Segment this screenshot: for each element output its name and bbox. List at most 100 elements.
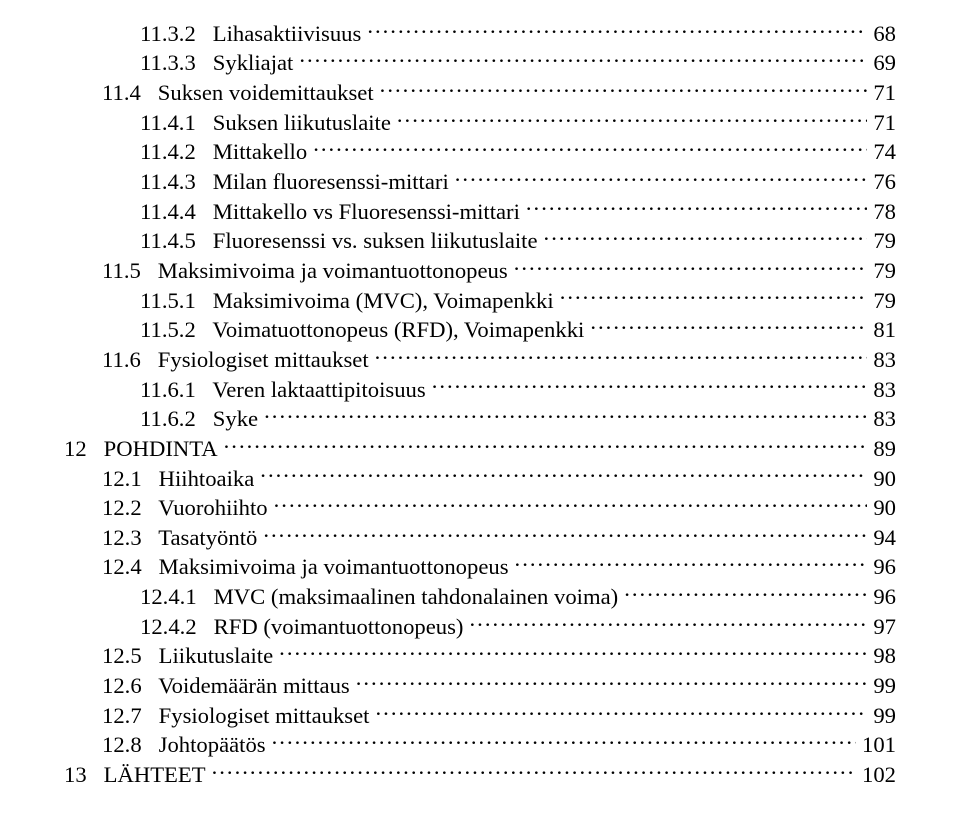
toc-entry-label: 11.4 Suksen voidemittaukset — [102, 79, 380, 107]
toc-leader-dots — [590, 315, 867, 338]
toc-entry-label: 11.4.2 Mittakello — [140, 138, 313, 166]
toc-leader-dots — [367, 18, 867, 41]
toc-entry: 11.5.1 Maksimivoima (MVC), Voimapenkki 79 — [64, 285, 896, 315]
toc-entry: 12.1 Hiihtoaika 90 — [64, 463, 896, 493]
toc-entry-label: 11.3.2 Lihasaktiivisuus — [140, 20, 367, 48]
toc-entry-label: 12.4.2 RFD (voimantuottonopeus) — [140, 613, 469, 641]
toc-entry: 12.2 Vuorohiihto 90 — [64, 493, 896, 523]
toc-entry-page: 69 — [867, 49, 896, 77]
toc-entry: 11.3.2 Lihasaktiivisuus 68 — [64, 18, 896, 48]
toc-entry: 12.8 Johtopäätös 101 — [64, 730, 896, 760]
toc-entry: 12.7 Fysiologiset mittaukset 99 — [64, 700, 896, 730]
toc-entry: 11.4.3 Milan fluoresenssi-mittari 76 — [64, 166, 896, 196]
toc-entry-page: 76 — [867, 168, 896, 196]
toc-leader-dots — [274, 493, 868, 516]
toc-entry-page: 71 — [867, 109, 896, 137]
toc-entry: 13 LÄHTEET 102 — [64, 759, 896, 789]
toc-entry: 11.5.2 Voimatuottonopeus (RFD), Voimapen… — [64, 315, 896, 345]
toc-entry-label: 11.4.3 Milan fluoresenssi-mittari — [140, 168, 455, 196]
toc-entry-label: 12.5 Liikutuslaite — [102, 642, 279, 670]
toc-entry: 11.6 Fysiologiset mittaukset 83 — [64, 344, 896, 374]
toc-entry-page: 79 — [867, 257, 896, 285]
toc-leader-dots — [299, 48, 867, 71]
toc-entry-page: 74 — [867, 138, 896, 166]
toc-entry-page: 81 — [867, 316, 896, 344]
toc-entry-page: 94 — [867, 524, 896, 552]
toc-entry-label: 11.5.1 Maksimivoima (MVC), Voimapenkki — [140, 287, 560, 315]
toc-entry: 12.3 Tasatyöntö 94 — [64, 522, 896, 552]
toc-entry-label: 11.5 Maksimivoima ja voimantuottonopeus — [102, 257, 514, 285]
toc-entry-label: 11.6.1 Veren laktaattipitoisuus — [140, 376, 432, 404]
toc-entry-label: 12.2 Vuorohiihto — [102, 494, 274, 522]
toc-entry: 11.6.1 Veren laktaattipitoisuus 83 — [64, 374, 896, 404]
toc-entry: 11.4 Suksen voidemittaukset 71 — [64, 77, 896, 107]
toc-entry-page: 96 — [867, 553, 896, 581]
toc-entry: 11.4.1 Suksen liikutuslaite 71 — [64, 107, 896, 137]
toc-entry-label: 11.4.4 Mittakello vs Fluoresenssi-mittar… — [140, 198, 526, 226]
toc-leader-dots — [212, 759, 856, 782]
toc-entry-page: 71 — [867, 79, 896, 107]
toc-entry-label: 11.5.2 Voimatuottonopeus (RFD), Voimapen… — [140, 316, 590, 344]
toc-entry-page: 99 — [867, 702, 896, 730]
toc-entry-page: 83 — [867, 346, 896, 374]
toc-entry-page: 97 — [867, 613, 896, 641]
toc-leader-dots — [313, 137, 867, 160]
toc-entry-label: 12 POHDINTA — [64, 435, 224, 463]
toc-entry-page: 101 — [856, 731, 896, 759]
toc-leader-dots — [544, 226, 868, 249]
toc-entry: 11.4.4 Mittakello vs Fluoresenssi-mittar… — [64, 196, 896, 226]
toc-entry: 11.3.3 Sykliajat 69 — [64, 48, 896, 78]
toc-entry-label: 11.6 Fysiologiset mittaukset — [102, 346, 375, 374]
toc-leader-dots — [469, 611, 867, 634]
toc-entry-page: 102 — [856, 761, 896, 789]
toc-leader-dots — [375, 700, 867, 723]
toc-entry-label: 12.4.1 MVC (maksimaalinen tahdonalainen … — [140, 583, 624, 611]
toc-leader-dots — [624, 581, 867, 604]
toc-entry-label: 12.1 Hiihtoaika — [102, 465, 260, 493]
toc-entry: 12.6 Voidemäärän mittaus 99 — [64, 670, 896, 700]
toc-entry-page: 89 — [867, 435, 896, 463]
toc-entry-page: 78 — [867, 198, 896, 226]
toc-leader-dots — [260, 463, 867, 486]
toc-leader-dots — [375, 344, 868, 367]
toc-entry-page: 68 — [867, 20, 896, 48]
toc-leader-dots — [356, 670, 868, 693]
toc-leader-dots — [224, 433, 868, 456]
toc-leader-dots — [397, 107, 867, 130]
toc-leader-dots — [526, 196, 867, 219]
toc-entry-label: 11.4.5 Fluoresenssi vs. suksen liikutusl… — [140, 227, 544, 255]
toc-entry-page: 98 — [867, 642, 896, 670]
toc-leader-dots — [455, 166, 868, 189]
toc-entry-page: 83 — [867, 376, 896, 404]
toc-leader-dots — [515, 552, 868, 575]
toc-page: 11.3.2 Lihasaktiivisuus6811.3.3 Sykliaja… — [0, 0, 960, 813]
toc-entry-label: 13 LÄHTEET — [64, 761, 212, 789]
toc-entry: 11.4.2 Mittakello 74 — [64, 137, 896, 167]
toc-entry: 11.6.2 Syke83 — [64, 404, 896, 434]
toc-leader-dots — [432, 374, 868, 397]
toc-entry-label: 12.8 Johtopäätös — [102, 731, 272, 759]
toc-entry: 12 POHDINTA 89 — [64, 433, 896, 463]
toc-entry-page: 99 — [867, 672, 896, 700]
toc-entry-page: 96 — [867, 583, 896, 611]
toc-entry-label: 12.6 Voidemäärän mittaus — [102, 672, 356, 700]
toc-entry: 12.4.1 MVC (maksimaalinen tahdonalainen … — [64, 581, 896, 611]
toc-leader-dots — [514, 255, 868, 278]
toc-leader-dots — [263, 522, 867, 545]
toc-entry-page: 90 — [867, 494, 896, 522]
toc-entry-label: 11.4.1 Suksen liikutuslaite — [140, 109, 397, 137]
toc-entry-label: 11.6.2 Syke — [140, 405, 264, 433]
toc-leader-dots — [264, 404, 867, 427]
toc-entry-label: 12.3 Tasatyöntö — [102, 524, 263, 552]
toc-entry-label: 11.3.3 Sykliajat — [140, 49, 299, 77]
toc-leader-dots — [560, 285, 868, 308]
toc-entry-label: 12.7 Fysiologiset mittaukset — [102, 702, 375, 730]
toc-leader-dots — [279, 641, 867, 664]
toc-entry-page: 79 — [867, 287, 896, 315]
toc-entry: 11.4.5 Fluoresenssi vs. suksen liikutusl… — [64, 226, 896, 256]
toc-entry: 11.5 Maksimivoima ja voimantuottonopeus 7… — [64, 255, 896, 285]
toc-entry: 12.4 Maksimivoima ja voimantuottonopeus 9… — [64, 552, 896, 582]
toc-entry-page: 90 — [867, 465, 896, 493]
toc-entry-label: 12.4 Maksimivoima ja voimantuottonopeus — [102, 553, 515, 581]
toc-entry: 12.4.2 RFD (voimantuottonopeus) 97 — [64, 611, 896, 641]
